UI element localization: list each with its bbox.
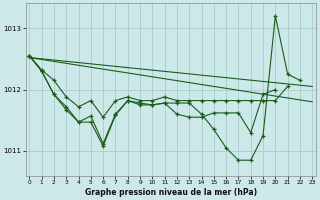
X-axis label: Graphe pression niveau de la mer (hPa): Graphe pression niveau de la mer (hPa) [85, 188, 257, 197]
